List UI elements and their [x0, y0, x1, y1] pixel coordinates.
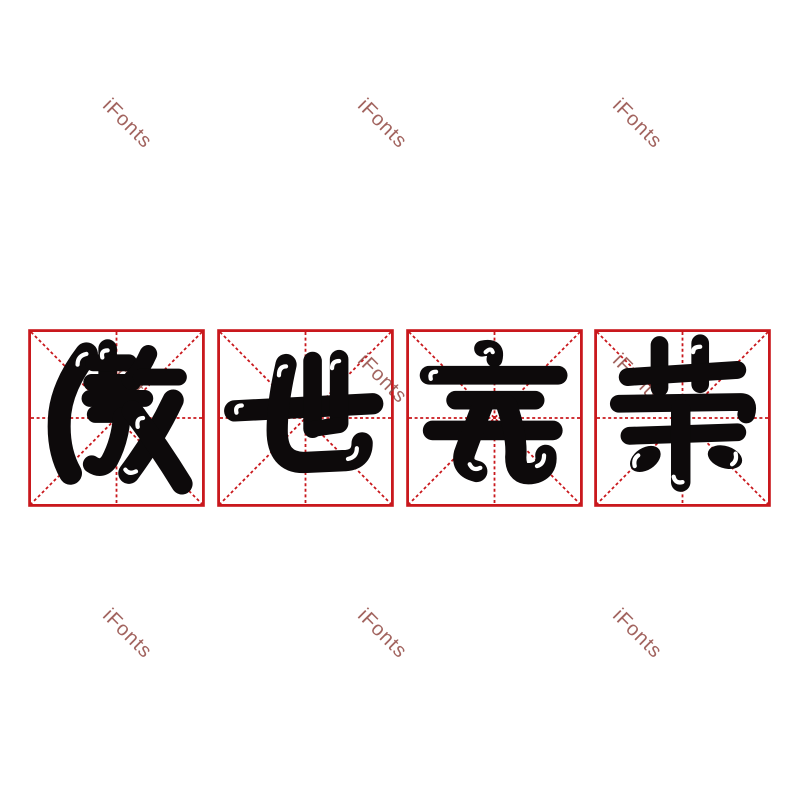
- glyph-ao: 傲: [28, 329, 205, 507]
- glyph-shi: 世: [217, 329, 394, 507]
- glyph-wang-icon: [419, 339, 568, 485]
- glyph-rong: 荣: [594, 329, 771, 507]
- glyph-shi-icon: [224, 349, 384, 474]
- glyph-ao-icon: [47, 339, 193, 495]
- glyph-rong-icon: [609, 334, 757, 492]
- glyph-wang: 妄: [406, 329, 583, 507]
